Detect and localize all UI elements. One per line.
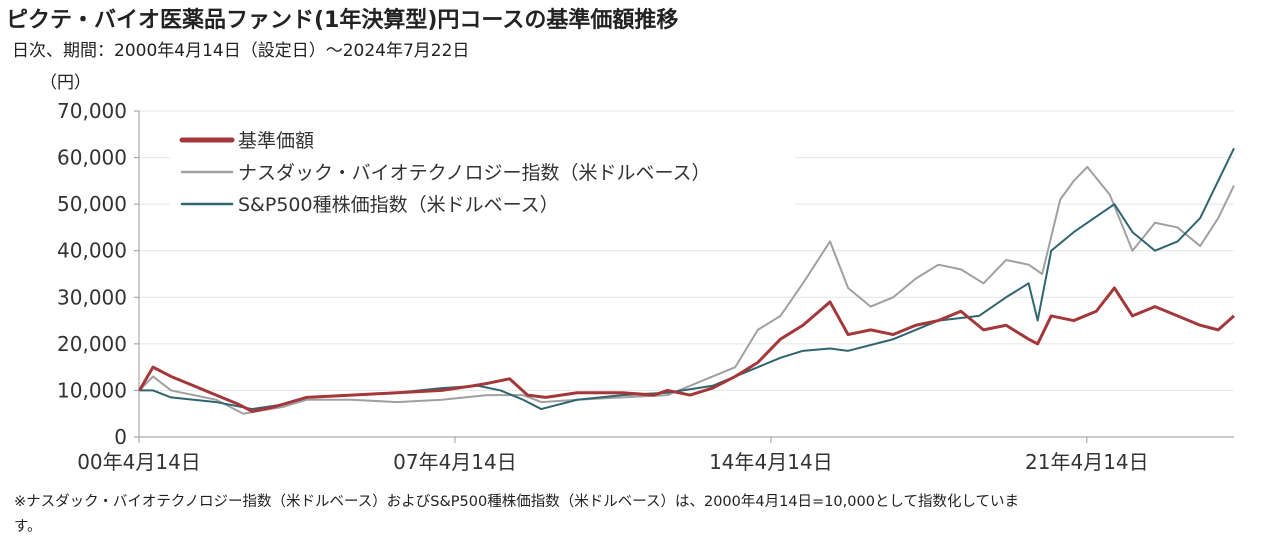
legend-background — [170, 125, 795, 225]
x-tick-label: 21年4月14日 — [1025, 450, 1149, 474]
chart-title: ピクテ・バイオ医薬品ファンド(1年決算型)円コースの基準価額推移 — [6, 8, 679, 33]
y-axis-unit-label: （円） — [40, 73, 91, 93]
y-tick-label: 40,000 — [57, 239, 127, 263]
series-line — [138, 165, 1235, 415]
legend-label: 基準価額 — [238, 130, 314, 152]
y-tick-label: 30,000 — [57, 285, 127, 309]
footnote-continued: す。 — [14, 519, 42, 535]
y-tick-label: 20,000 — [57, 332, 127, 356]
y-tick-label: 10,000 — [57, 378, 127, 402]
y-tick-label: 50,000 — [57, 192, 127, 216]
footnote: ※ナスダック・バイオテクノロジー指数（米ドルベース）およびS&P500種株価指数… — [14, 494, 1020, 510]
legend-label: S&P500種株価指数（米ドルベース） — [238, 194, 559, 216]
x-tick-label: 00年4月14日 — [77, 450, 201, 474]
x-tick-label: 14年4月14日 — [709, 450, 833, 474]
y-tick-label: 70,000 — [57, 99, 127, 123]
y-tick-label: 0 — [114, 425, 127, 449]
x-tick-label: 07年4月14日 — [393, 450, 517, 474]
series-line — [138, 286, 1235, 413]
legend-label: ナスダック・バイオテクノロジー指数（米ドルベース） — [238, 162, 711, 184]
y-tick-label: 60,000 — [57, 146, 127, 170]
chart-subtitle: 日次、期間：2000年4月14日（設定日）～2024年7月22日 — [12, 41, 470, 61]
